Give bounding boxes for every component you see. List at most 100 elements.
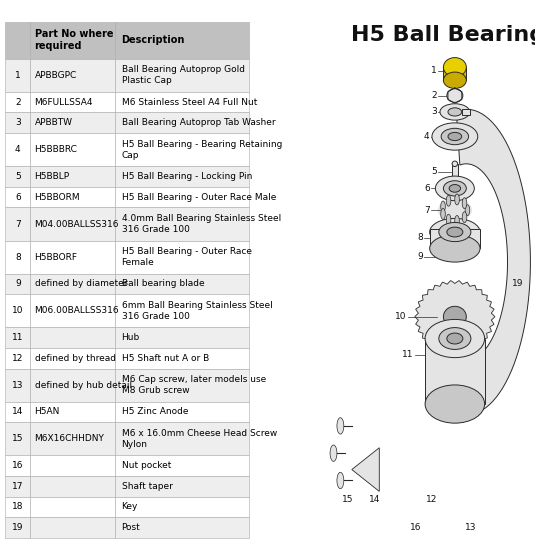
- Bar: [30, 59, 115, 92]
- Text: 11: 11: [402, 351, 414, 359]
- Bar: [30, 476, 115, 497]
- Ellipse shape: [441, 128, 469, 145]
- Bar: [5, 166, 30, 187]
- Bar: [115, 517, 249, 538]
- Text: 1: 1: [431, 67, 437, 75]
- Text: 13: 13: [12, 381, 24, 390]
- Text: Key: Key: [121, 502, 138, 512]
- Ellipse shape: [425, 319, 485, 358]
- Ellipse shape: [444, 58, 467, 77]
- Ellipse shape: [448, 108, 462, 116]
- Text: 14: 14: [369, 495, 380, 505]
- Text: 4: 4: [15, 145, 21, 154]
- Circle shape: [455, 194, 460, 205]
- Bar: [5, 517, 30, 538]
- Bar: [30, 187, 115, 207]
- Text: Post: Post: [121, 523, 140, 532]
- Text: APBBGPC: APBBGPC: [35, 71, 77, 80]
- Bar: [5, 369, 30, 402]
- Text: 1: 1: [15, 71, 21, 80]
- Text: Ball bearing blade: Ball bearing blade: [121, 280, 204, 288]
- Text: H5BBORM: H5BBORM: [35, 193, 80, 201]
- Text: 16: 16: [410, 523, 422, 532]
- Text: H5 Ball Bearing - Outer Race
Female: H5 Ball Bearing - Outer Race Female: [121, 247, 251, 267]
- Text: 6: 6: [15, 193, 21, 201]
- Bar: [30, 133, 115, 166]
- Bar: [30, 497, 115, 517]
- Polygon shape: [456, 109, 530, 415]
- Circle shape: [446, 195, 451, 206]
- Bar: [115, 22, 249, 59]
- Ellipse shape: [444, 72, 467, 88]
- Text: M6 x 16.0mm Cheese Head Screw
Nylon: M6 x 16.0mm Cheese Head Screw Nylon: [121, 429, 277, 449]
- Text: H5BBORF: H5BBORF: [35, 253, 78, 262]
- Ellipse shape: [449, 185, 461, 192]
- Bar: [30, 112, 115, 133]
- Bar: [30, 422, 115, 455]
- Text: 19: 19: [12, 523, 24, 532]
- Ellipse shape: [447, 88, 463, 103]
- Ellipse shape: [430, 218, 480, 246]
- Ellipse shape: [447, 333, 463, 344]
- Ellipse shape: [432, 123, 478, 150]
- Bar: [5, 274, 30, 294]
- Bar: [5, 92, 30, 112]
- Bar: [5, 402, 30, 422]
- Bar: [115, 133, 249, 166]
- Bar: [425, 339, 485, 404]
- Text: 15: 15: [341, 495, 353, 505]
- Ellipse shape: [447, 227, 463, 237]
- Text: 6mm Ball Bearing Stainless Steel
316 Grade 100: 6mm Ball Bearing Stainless Steel 316 Gra…: [121, 301, 272, 321]
- Bar: [5, 294, 30, 327]
- Bar: [30, 455, 115, 476]
- Bar: [115, 241, 249, 274]
- Text: Ball Bearing Autoprop Gold
Plastic Cap: Ball Bearing Autoprop Gold Plastic Cap: [121, 66, 244, 85]
- Text: 16: 16: [12, 461, 24, 470]
- Text: 3: 3: [15, 118, 21, 127]
- Text: Shaft taper: Shaft taper: [121, 482, 172, 491]
- Ellipse shape: [439, 328, 471, 349]
- Text: M6 Cap screw, later models use
M8 Grub screw: M6 Cap screw, later models use M8 Grub s…: [121, 375, 266, 395]
- Bar: [115, 455, 249, 476]
- Text: 7: 7: [424, 206, 430, 215]
- Text: Nut pocket: Nut pocket: [121, 461, 171, 470]
- Ellipse shape: [448, 132, 462, 141]
- Bar: [5, 22, 30, 59]
- Text: 11: 11: [12, 333, 24, 342]
- Bar: [115, 92, 249, 112]
- Circle shape: [462, 212, 467, 223]
- Bar: [5, 59, 30, 92]
- Bar: [30, 22, 115, 59]
- Ellipse shape: [440, 104, 470, 120]
- Bar: [30, 274, 115, 294]
- Bar: [30, 402, 115, 422]
- Text: 4: 4: [424, 132, 430, 141]
- Bar: [462, 109, 470, 115]
- Text: H5AN: H5AN: [35, 407, 60, 417]
- Text: APBBTW: APBBTW: [35, 118, 73, 127]
- Ellipse shape: [430, 235, 480, 262]
- Text: H5BBLP: H5BBLP: [35, 172, 70, 181]
- Text: M6 Stainless Steel A4 Full Nut: M6 Stainless Steel A4 Full Nut: [121, 98, 257, 106]
- Bar: [5, 241, 30, 274]
- Text: 9: 9: [417, 252, 423, 261]
- Bar: [30, 327, 115, 348]
- Bar: [115, 327, 249, 348]
- Text: 2: 2: [15, 98, 21, 106]
- Bar: [5, 327, 30, 348]
- Circle shape: [465, 205, 470, 216]
- Polygon shape: [415, 281, 495, 353]
- Bar: [30, 166, 115, 187]
- Bar: [115, 369, 249, 402]
- Circle shape: [455, 216, 460, 227]
- Text: M06.00BALLSS316: M06.00BALLSS316: [35, 306, 119, 315]
- Text: Part No where
required: Part No where required: [35, 29, 113, 51]
- Text: 6: 6: [424, 184, 430, 193]
- Bar: [30, 207, 115, 241]
- Text: Hub: Hub: [121, 333, 140, 342]
- Text: H5 Ball Bearing: H5 Ball Bearing: [351, 25, 535, 45]
- Text: 12: 12: [426, 495, 438, 505]
- Bar: [115, 348, 249, 369]
- Text: 3: 3: [431, 108, 437, 116]
- Text: 15: 15: [12, 434, 24, 443]
